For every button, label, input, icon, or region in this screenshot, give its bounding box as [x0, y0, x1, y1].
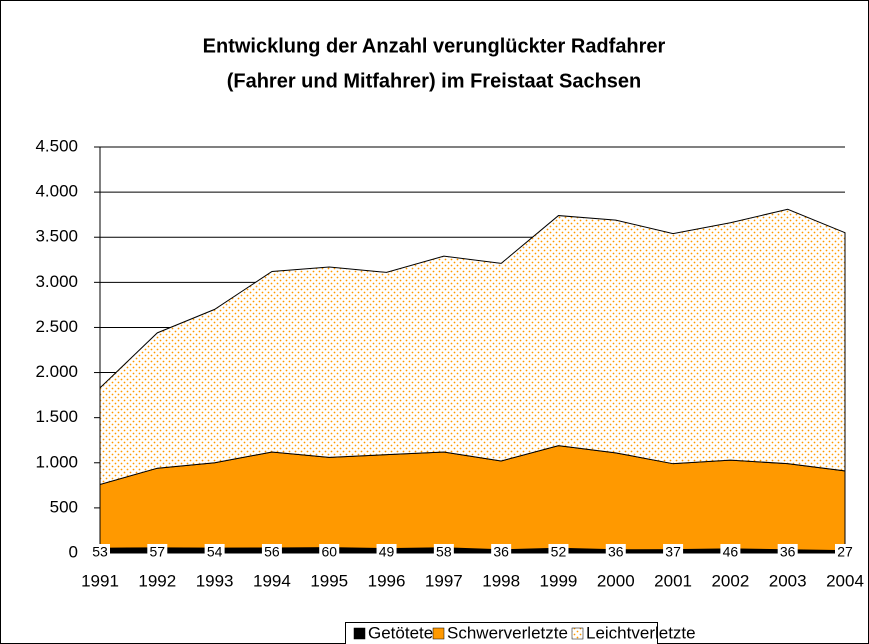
data-label-group: 56: [261, 544, 282, 561]
data-label-box: [720, 544, 741, 561]
data-label: 46: [723, 544, 739, 560]
data-label: 49: [379, 544, 395, 560]
y-tick-label: 1.000: [35, 452, 78, 471]
x-tick-label: 1995: [310, 571, 348, 590]
y-tick-label: 0: [69, 542, 78, 561]
y-tick-label: 3.000: [35, 272, 78, 291]
x-tick-label: 2001: [654, 571, 692, 590]
x-tick-label: 2000: [597, 571, 635, 590]
x-tick-label: 1993: [196, 571, 234, 590]
data-label: 36: [493, 544, 509, 560]
x-tick-label: 1998: [482, 571, 520, 590]
x-tick-label: 1999: [540, 571, 578, 590]
data-label: 53: [92, 544, 108, 560]
x-tick-label: 1992: [138, 571, 176, 590]
data-label-box: [261, 544, 282, 561]
data-label: 37: [665, 544, 681, 560]
data-label-group: 49: [376, 544, 397, 561]
legend-label: Leichtverletzte: [586, 623, 696, 642]
data-label-group: 54: [204, 544, 225, 561]
legend-swatch: [432, 627, 445, 640]
x-tick-label: 1994: [253, 571, 291, 590]
data-label: 54: [207, 544, 223, 560]
legend-swatch: [353, 627, 366, 640]
chart-subtitle: (Fahrer und Mitfahrer) im Freistaat Sach…: [227, 70, 642, 92]
data-label-box: [605, 544, 626, 561]
data-label-group: 58: [433, 544, 454, 561]
legend: Getötete Schwerverletzte Leichtverletzte: [345, 622, 696, 644]
data-label-group: 52: [548, 544, 569, 561]
data-label: 52: [551, 544, 567, 560]
data-label: 60: [321, 544, 337, 560]
data-label-box: [319, 544, 340, 561]
x-tick-label: 1991: [81, 571, 119, 590]
data-label: 27: [837, 544, 853, 560]
data-label-box: [491, 544, 512, 561]
data-label-group: 27: [835, 544, 855, 561]
y-tick-label: 3.500: [35, 227, 78, 246]
data-label-box: [147, 544, 168, 561]
data-label-box: [548, 544, 569, 561]
data-label: 56: [264, 544, 280, 560]
data-label: 58: [436, 544, 452, 560]
x-tick-label: 2002: [711, 571, 749, 590]
data-label-box: [663, 544, 684, 561]
data-label-group: 60: [319, 544, 340, 561]
data-label-box: [835, 544, 855, 561]
x-tick-label: 2003: [769, 571, 807, 590]
data-label-box: [204, 544, 225, 561]
data-label-group: 53: [90, 544, 110, 561]
data-label-box: [777, 544, 798, 561]
y-tick-label: 4.000: [35, 182, 78, 201]
data-label-group: 36: [491, 544, 512, 561]
x-tick-label: 2004: [826, 571, 864, 590]
data-label: 36: [780, 544, 796, 560]
y-tick-label: 500: [50, 497, 78, 516]
data-label-group: 37: [663, 544, 684, 561]
data-label-box: [376, 544, 397, 561]
x-tick-label: 1996: [368, 571, 406, 590]
legend-swatch: [571, 627, 584, 640]
area-2: [99, 208, 846, 486]
legend-label: Schwerverletzte: [447, 623, 568, 642]
data-label: 57: [150, 544, 166, 560]
y-tick-label: 4.500: [35, 136, 78, 155]
data-label-group: 36: [605, 544, 626, 561]
data-label: 36: [608, 544, 624, 560]
data-label-group: 57: [147, 544, 168, 561]
x-tick-label: 1997: [425, 571, 463, 590]
data-label-box: [433, 544, 454, 561]
y-tick-label: 2.000: [35, 362, 78, 381]
y-tick-label: 2.500: [35, 317, 78, 336]
data-label-group: 46: [720, 544, 741, 561]
data-label-box: [90, 544, 110, 561]
legend-label: Getötete: [368, 623, 433, 642]
chart-title: Entwicklung der Anzahl verunglückter Rad…: [203, 35, 666, 57]
data-label-group: 36: [777, 544, 798, 561]
y-tick-label: 1.500: [35, 407, 78, 426]
